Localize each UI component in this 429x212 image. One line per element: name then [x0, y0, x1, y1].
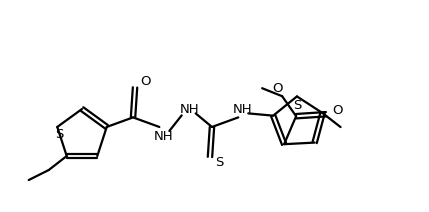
Text: NH: NH	[233, 103, 252, 116]
Text: NH: NH	[154, 130, 173, 144]
Text: O: O	[140, 75, 151, 88]
Text: NH: NH	[180, 103, 199, 116]
Text: O: O	[332, 104, 343, 117]
Text: S: S	[293, 99, 301, 112]
Text: S: S	[215, 156, 224, 169]
Text: S: S	[55, 128, 63, 141]
Text: O: O	[272, 82, 282, 95]
